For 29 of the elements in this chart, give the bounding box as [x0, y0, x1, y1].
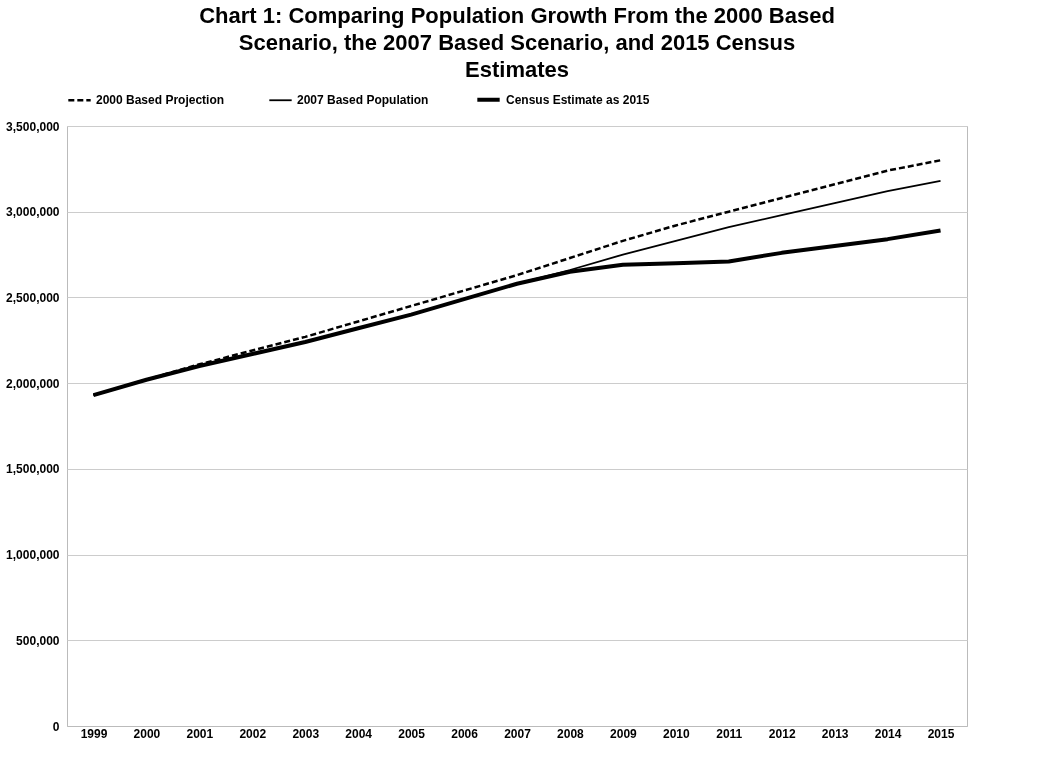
- x-tick-label: 2012: [768, 726, 796, 741]
- x-tick-label: 2011: [716, 726, 743, 741]
- legend-label: Census Estimate as 2015: [506, 92, 650, 107]
- x-tick-label: 2009: [610, 726, 638, 741]
- x-tick-label: 2005: [398, 726, 426, 741]
- y-tick-label: 3,500,000: [6, 119, 60, 134]
- y-tick-label: 1,000,000: [6, 548, 60, 563]
- y-tick-label: 500,000: [16, 633, 60, 648]
- chart-title: Chart 1: Comparing Population Growth From the 2000 Based Scenario, the 2007 Based Scenario, and 2015 Census Estimates: [199, 3, 835, 82]
- x-tick-label: 2003: [292, 726, 320, 741]
- x-tick-label: 2014: [874, 726, 902, 741]
- y-tick-label: 3,000,000: [6, 205, 60, 220]
- x-tick-label: 2013: [821, 726, 849, 741]
- x-tick-label: 2006: [451, 726, 479, 741]
- legend-label: 2000 Based Projection: [96, 93, 225, 108]
- y-tick-label: 0: [52, 719, 60, 734]
- y-tick-label: 1,500,000: [6, 462, 60, 477]
- x-tick-label: 2000: [133, 726, 161, 741]
- x-tick-label: 2015: [927, 726, 955, 741]
- legend-label: 2007 Based Population: [297, 93, 429, 108]
- x-tick-label: 2007: [504, 726, 532, 741]
- y-tick-label: 2,000,000: [6, 376, 60, 391]
- x-tick-label: 2001: [186, 726, 214, 741]
- x-tick-label: 2010: [662, 726, 690, 741]
- y-tick-label: 2,500,000: [6, 290, 60, 305]
- x-tick-label: 2008: [557, 726, 585, 741]
- x-tick-label: 2002: [239, 726, 267, 741]
- x-tick-label: 1999: [80, 726, 108, 741]
- x-tick-label: 2004: [345, 726, 373, 741]
